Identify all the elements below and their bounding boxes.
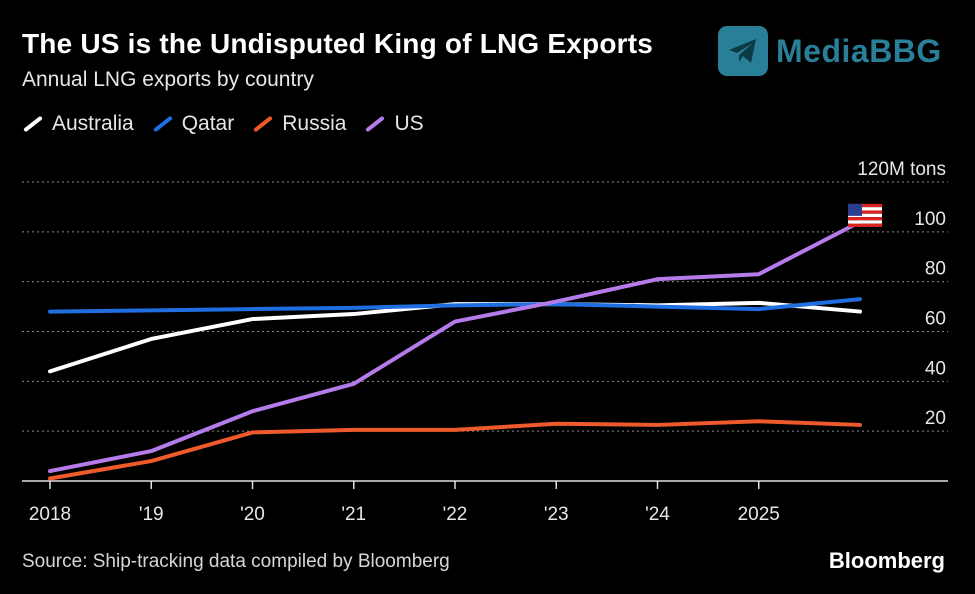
x-tick-label-2022: '22 [443, 504, 468, 525]
legend-label: Qatar [181, 112, 235, 135]
us-flag-icon [848, 203, 882, 227]
watermark: MediaBBG [718, 26, 942, 76]
x-tick-label-2020: '20 [240, 504, 265, 525]
series-line-russia [48, 419, 862, 481]
y-tick-label-80: 80 [925, 259, 946, 280]
y-tick-label-20: 20 [925, 408, 946, 429]
legend-item-us: US [364, 112, 424, 136]
source-note: Source: Ship-tracking data compiled by B… [22, 551, 450, 572]
x-tick-label-2024: '24 [645, 504, 670, 525]
y-tick-label-60: 60 [925, 309, 946, 330]
y-tick-label-100: 100 [914, 209, 946, 230]
series-line-qatar [48, 297, 862, 314]
y-tick-label-120: 120M tons [857, 159, 946, 180]
chart-title: The US is the Undisputed King of LNG Exp… [22, 28, 654, 59]
bloomberg-logo: Bloomberg [828, 548, 945, 573]
legend-label: US [394, 112, 424, 135]
watermark-text: MediaBBG [776, 32, 942, 69]
chart-subtitle: Annual LNG exports by country [22, 68, 314, 91]
x-tick-label-2023: '23 [544, 504, 569, 525]
legend-item-russia: Russia [252, 112, 346, 136]
x-tick-label-2025: 2025 [738, 504, 780, 525]
chart-legend: Australia Qatar Russia US [22, 112, 442, 136]
legend-item-australia: Australia [22, 112, 134, 136]
x-tick-label-2019: '19 [139, 504, 164, 525]
telegram-icon [718, 26, 768, 76]
x-tick-label-2018: 2018 [29, 504, 71, 525]
legend-item-qatar: Qatar [152, 112, 235, 136]
series-line-us [48, 219, 862, 474]
legend-label: Russia [282, 112, 347, 135]
series-line-australia [48, 300, 862, 374]
legend-label: Australia [52, 112, 134, 135]
x-tick-label-2021: '21 [341, 504, 366, 525]
y-tick-label-40: 40 [925, 358, 946, 379]
